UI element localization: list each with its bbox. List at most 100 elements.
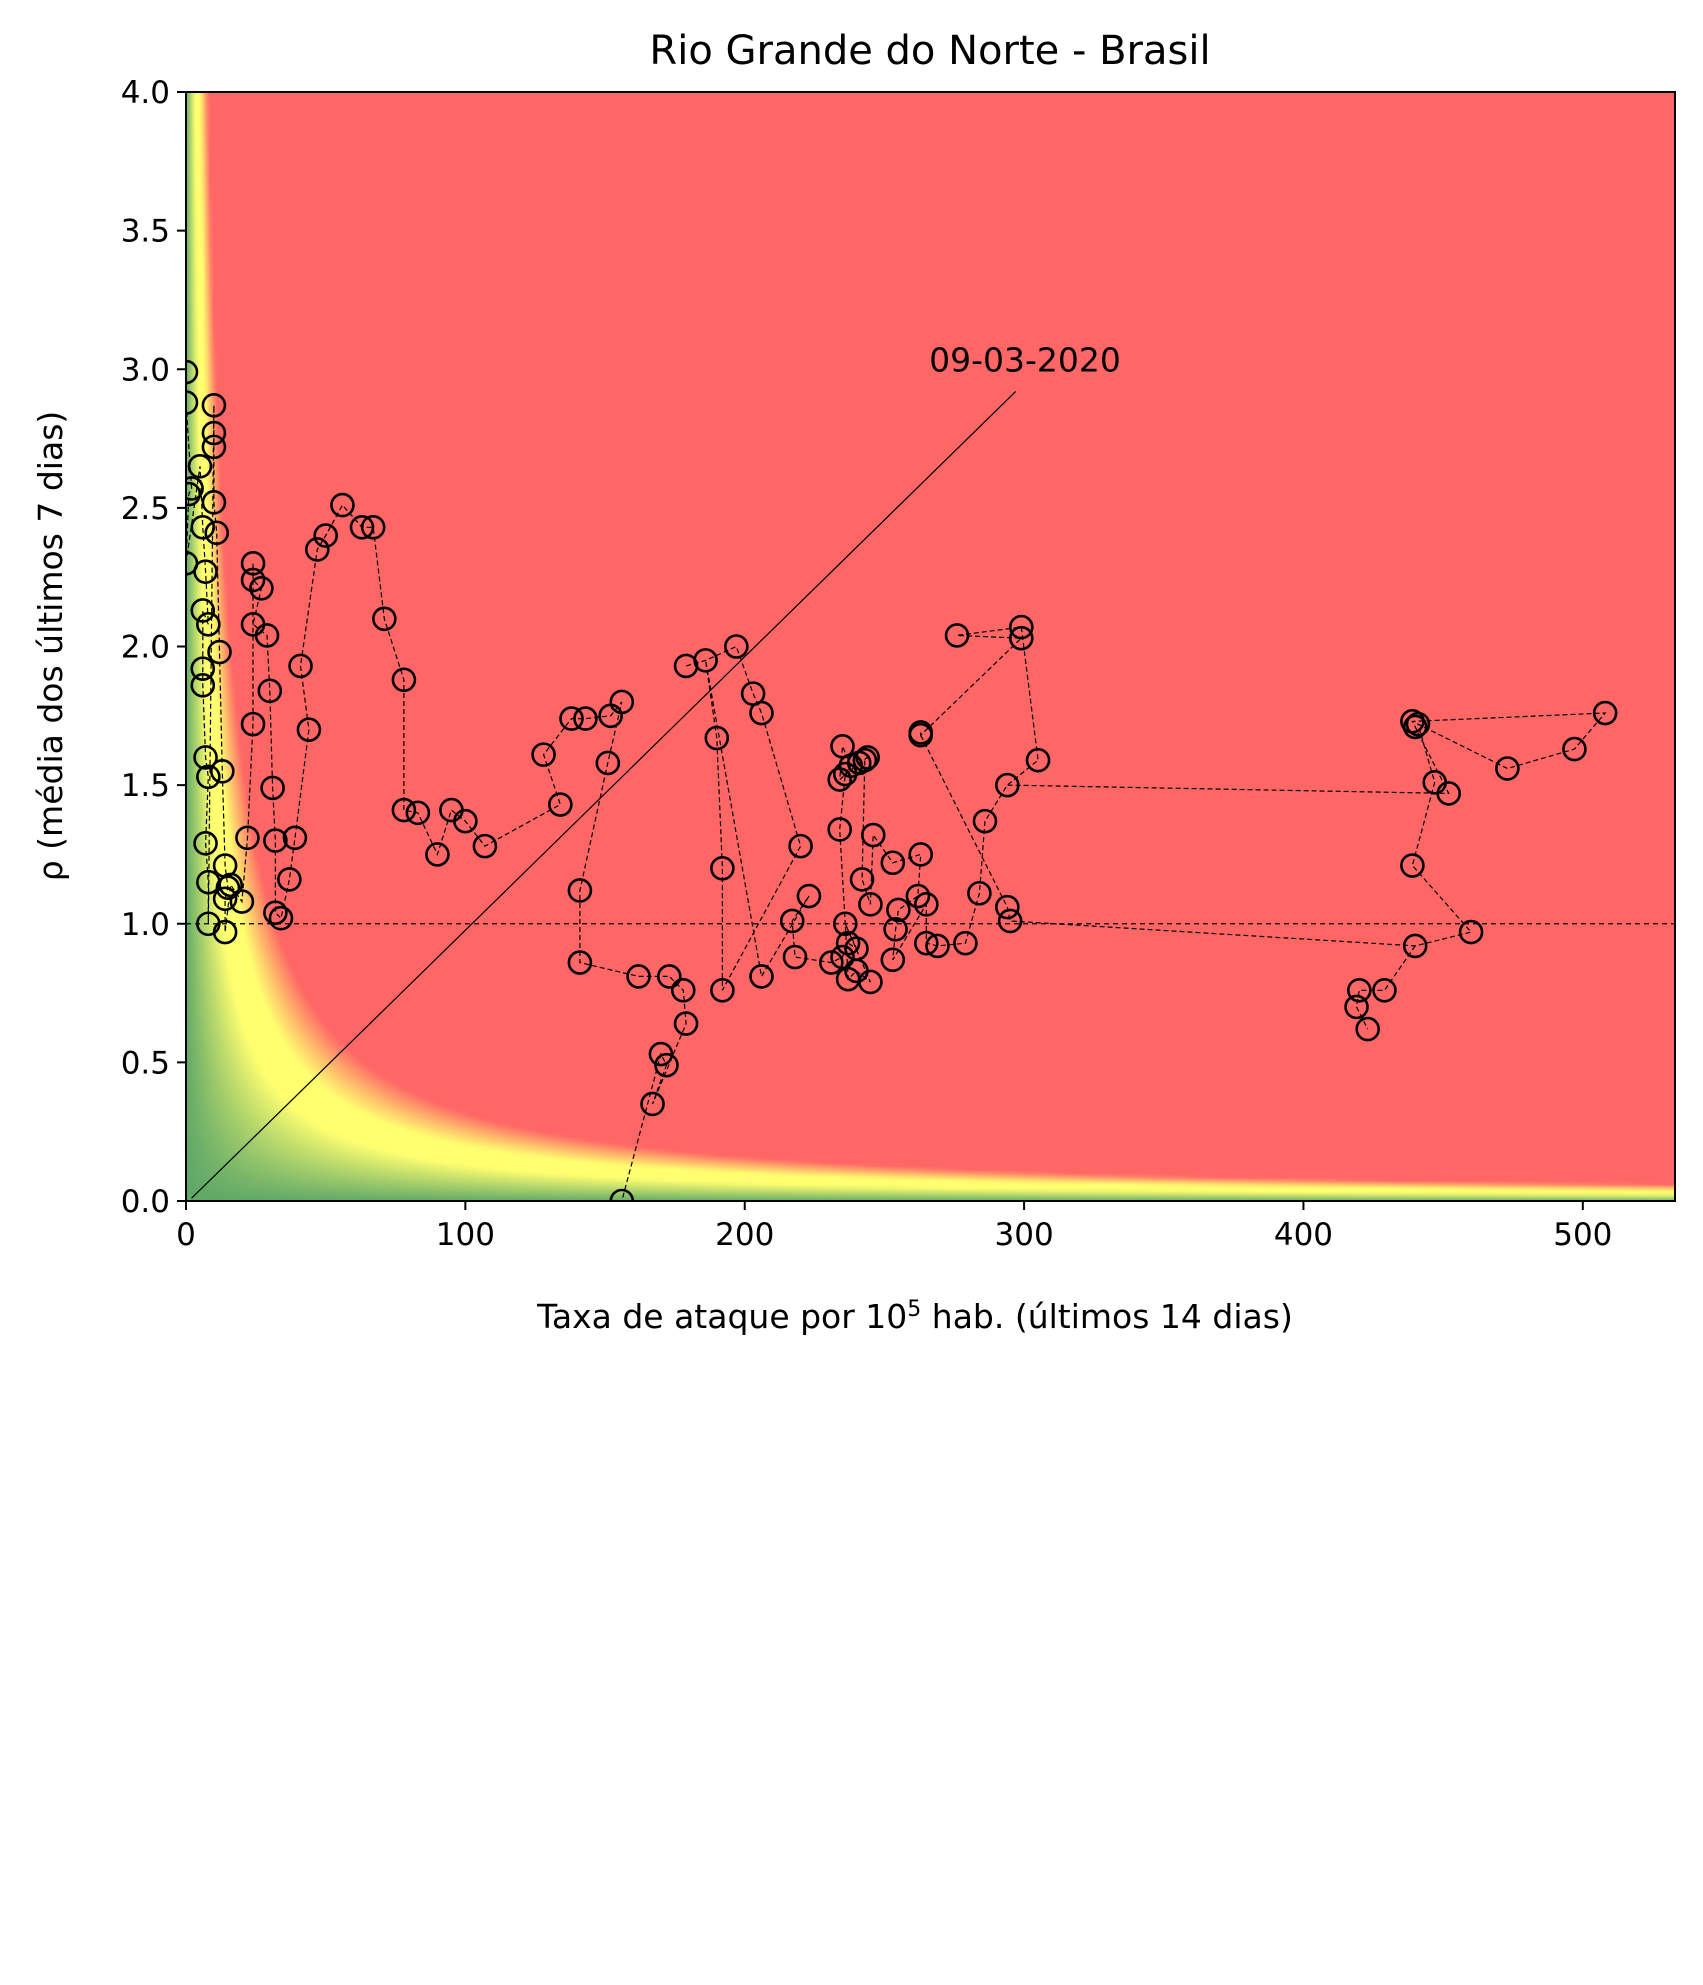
x-axis-label: Taxa de ataque por 105 hab. (últimos 14 …: [536, 1297, 1293, 1337]
data-point: [967, 880, 992, 906]
data-point: [1458, 919, 1484, 945]
data-point: [349, 514, 375, 540]
data-point: [827, 817, 853, 842]
data-point: [1436, 781, 1462, 806]
data-point: [908, 720, 934, 745]
y-tick-label: 2.0: [121, 630, 170, 666]
data-point: [1400, 853, 1425, 878]
data-point: [567, 878, 593, 903]
data-point: [670, 977, 696, 1003]
data-point: [196, 764, 221, 790]
y-tick-label: 4.0: [121, 75, 170, 111]
data-point: [240, 567, 266, 593]
y-tick-label: 3.0: [121, 352, 170, 388]
data-point: [1495, 756, 1520, 781]
trajectory-path: [1355, 945, 1416, 1030]
data-point: [218, 872, 243, 898]
data-point: [830, 734, 855, 759]
data-point: [212, 919, 238, 945]
data-point: [254, 623, 280, 648]
y-tick-label: 3.5: [121, 214, 170, 250]
data-point: [186, 390, 199, 415]
data-point: [235, 825, 260, 851]
data-point: [855, 745, 880, 770]
data-point: [995, 894, 1020, 920]
data-point: [953, 930, 978, 956]
data-point: [827, 767, 853, 792]
data-point: [391, 797, 417, 823]
axis-ticks: 0 100 200 300 400 500 0.0 0.5 1.0 1.5 2.0 2.5 3.0 3.5…: [121, 75, 1613, 1253]
data-point: [425, 842, 450, 867]
data-point: [313, 523, 338, 548]
data-point: [852, 747, 878, 773]
data-point: [648, 1041, 674, 1067]
data-point: [710, 855, 735, 881]
data-point: [186, 476, 204, 501]
data-point: [1400, 709, 1425, 734]
data-point: [288, 653, 313, 679]
x-axis-label-main: Taxa de ataque por 10: [536, 1297, 907, 1336]
data-point: [710, 977, 735, 1003]
data-point: [229, 889, 255, 914]
data-point: [263, 900, 288, 925]
trajectory-path: [685, 626, 1607, 991]
data-point: [193, 831, 218, 856]
data-point: [1372, 977, 1397, 1003]
data-point: [559, 706, 584, 731]
x-tick-label: 100: [436, 1217, 495, 1253]
data-point: [193, 745, 218, 770]
data-point: [1402, 933, 1428, 959]
data-point: [190, 656, 216, 681]
data-point: [1592, 700, 1618, 726]
data-point: [830, 944, 855, 970]
chart-title: Rio Grande do Norte - Brasil: [649, 28, 1210, 74]
data-point: [257, 678, 283, 704]
data-point: [190, 673, 216, 698]
data-point: [201, 490, 227, 515]
data-point: [997, 908, 1023, 934]
data-point: [201, 434, 227, 460]
y-tick-label: 1.5: [121, 768, 170, 804]
data-point: [210, 758, 235, 784]
data-point: [372, 606, 397, 632]
data-point: [880, 850, 906, 876]
x-axis-label-rest: hab. (últimos 14 dias): [921, 1297, 1293, 1336]
y-axis-label: ρ (média dos últimos 7 dias): [31, 411, 70, 882]
data-point: [908, 842, 934, 867]
data-point: [249, 575, 274, 601]
y-tick-label: 0.5: [121, 1045, 170, 1081]
data-point: [972, 808, 998, 834]
data-point: [1008, 625, 1034, 651]
data-point: [186, 481, 202, 507]
data-point: [548, 792, 573, 817]
data-point: [1355, 1016, 1381, 1042]
data-point: [240, 711, 266, 737]
data-point: [263, 828, 288, 853]
data-point: [849, 867, 875, 892]
data-point: [268, 905, 294, 931]
x-tick-label: 400: [1274, 1217, 1333, 1253]
data-point: [190, 514, 216, 540]
data-point: [704, 725, 730, 751]
data-point: [782, 944, 808, 970]
data-point: [193, 559, 218, 584]
data-point: [609, 689, 635, 715]
data-point: [567, 950, 593, 975]
data-point: [886, 897, 911, 923]
data-point: [860, 822, 886, 848]
data-point: [779, 908, 805, 934]
data-point: [749, 700, 774, 726]
data-point: [880, 947, 906, 973]
data-point: [201, 420, 227, 446]
data-point: [925, 933, 950, 959]
data-point: [656, 964, 682, 989]
data-point: [305, 537, 330, 562]
data-point: [858, 969, 883, 995]
data-point: [749, 964, 774, 989]
data-point: [391, 667, 417, 693]
data-point: [296, 717, 322, 742]
data-point: [796, 883, 822, 909]
y-tick-label: 0.0: [121, 1184, 170, 1220]
